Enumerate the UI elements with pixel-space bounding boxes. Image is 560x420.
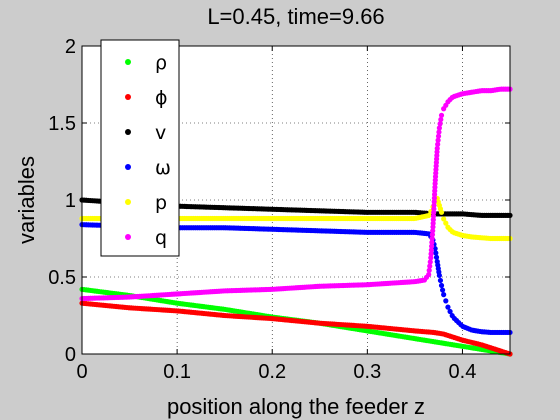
x-tick-label: 0.1 — [163, 361, 191, 383]
data-point — [428, 247, 434, 253]
data-point — [435, 133, 442, 139]
data-point — [437, 121, 443, 127]
x-tick-label: 0 — [76, 361, 87, 383]
data-point — [438, 209, 445, 215]
data-point — [443, 220, 449, 226]
data-point — [429, 243, 435, 249]
data-point — [437, 277, 444, 284]
series-layer — [79, 86, 513, 357]
data-point — [436, 272, 442, 279]
data-point — [429, 239, 435, 245]
data-point — [435, 137, 441, 143]
chart-title: L=0.45, time=9.66 — [207, 4, 384, 29]
data-point — [429, 232, 436, 238]
data-point — [429, 235, 435, 242]
data-point — [428, 251, 434, 257]
legend-label: ω — [155, 157, 171, 179]
data-point — [445, 304, 451, 310]
y-tick-label: 0 — [65, 344, 76, 366]
y-tick-label: 1.5 — [48, 113, 76, 135]
legend-label: ϕ — [155, 87, 168, 109]
data-point — [436, 125, 442, 131]
data-point — [433, 254, 440, 260]
data-point — [427, 259, 433, 265]
data-point — [428, 255, 434, 261]
y-tick-label: 0.5 — [48, 267, 76, 289]
data-point — [438, 116, 444, 123]
data-point — [430, 228, 436, 234]
x-tick-label: 0.4 — [449, 361, 477, 383]
data-point — [443, 298, 449, 304]
legend-marker — [125, 234, 131, 240]
x-axis-label: position along the feeder z — [167, 394, 425, 419]
data-point — [433, 250, 439, 256]
data-point — [427, 263, 433, 269]
legend-label: v — [155, 122, 166, 144]
series-5 — [79, 86, 513, 302]
legend-marker — [125, 94, 131, 100]
legend-label: p — [155, 192, 167, 214]
data-point — [426, 212, 432, 219]
y-tick-label: 2 — [65, 36, 76, 58]
data-point — [438, 282, 445, 289]
data-point — [434, 145, 440, 152]
y-tick-label: 1 — [65, 190, 76, 212]
data-point — [426, 271, 432, 278]
y-axis-label: variables — [14, 156, 39, 244]
legend-marker — [125, 199, 131, 205]
data-point — [441, 292, 447, 298]
data-point — [439, 287, 446, 293]
x-tick-label: 0.2 — [258, 361, 286, 383]
legend-label: ρ — [155, 52, 167, 74]
data-point — [441, 216, 447, 222]
data-point — [438, 112, 445, 118]
data-point — [426, 267, 432, 273]
axis-ticks: 0 0.1 0.2 0.3 0.4 0 0.5 1 1.5 2 — [48, 36, 510, 383]
legend-box — [100, 39, 180, 257]
legend-marker — [125, 164, 131, 170]
data-point — [447, 308, 453, 315]
series-1 — [79, 300, 513, 357]
data-point — [435, 141, 441, 147]
legend-label: q — [155, 227, 167, 249]
legend-marker — [125, 129, 131, 135]
data-point — [436, 129, 442, 135]
legend-marker — [125, 59, 131, 65]
x-tick-label: 0.3 — [353, 361, 381, 383]
